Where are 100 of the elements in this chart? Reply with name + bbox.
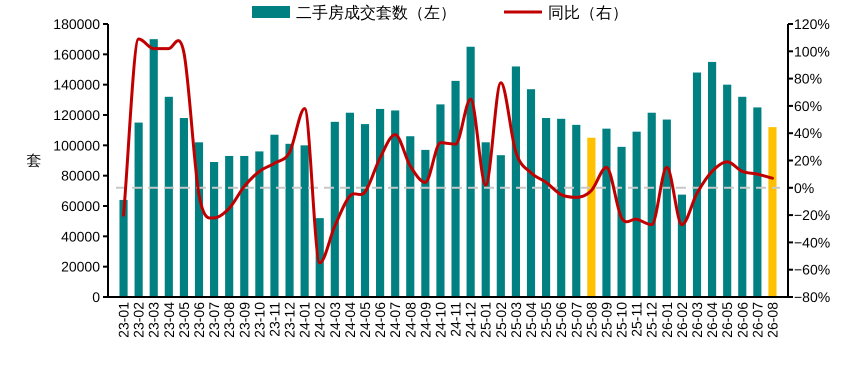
x-tick-label: 23-09 bbox=[236, 302, 252, 338]
bar bbox=[391, 110, 400, 297]
x-tick-label: 24-02 bbox=[312, 302, 328, 338]
y2-tick-label: 20% bbox=[794, 152, 822, 168]
x-tick-label: 24-04 bbox=[342, 302, 358, 338]
y-tick-label: 160000 bbox=[53, 46, 100, 62]
y2-tick-label: 100% bbox=[794, 43, 830, 60]
bar bbox=[542, 118, 550, 297]
y2-tick-label: −60% bbox=[794, 262, 830, 278]
x-tick-label: 25-12 bbox=[644, 302, 660, 338]
x-tick-label: 24-07 bbox=[387, 302, 404, 338]
x-tick-label: 23-12 bbox=[282, 302, 298, 338]
x-tick-label: 23-04 bbox=[160, 302, 177, 338]
bar bbox=[330, 122, 339, 297]
x-tick-label: 23-07 bbox=[206, 302, 222, 338]
x-tick-label: 24-03 bbox=[326, 302, 343, 338]
bar bbox=[692, 72, 702, 297]
bar bbox=[134, 122, 143, 297]
x-tick-label: 26-07 bbox=[749, 302, 766, 338]
bar bbox=[421, 150, 430, 297]
y-tick-label: 80000 bbox=[61, 168, 100, 184]
bar bbox=[512, 66, 520, 297]
x-tick-label: 25-09 bbox=[598, 302, 614, 338]
x-tick-label: 23-08 bbox=[221, 302, 238, 338]
y-tick-label: 140000 bbox=[53, 76, 100, 93]
x-tick-label: 25-01 bbox=[478, 302, 494, 338]
y2-tick-label: 40% bbox=[794, 125, 822, 142]
bar bbox=[436, 104, 445, 297]
bar bbox=[557, 118, 566, 297]
bar bbox=[572, 124, 580, 297]
bar bbox=[360, 124, 370, 297]
legend-label: 同比（右） bbox=[548, 4, 628, 22]
bar bbox=[346, 112, 354, 297]
bar bbox=[662, 120, 671, 297]
x-tick-label: 24-01 bbox=[296, 302, 313, 338]
y2-tick-label: 0% bbox=[794, 180, 814, 196]
bar bbox=[150, 39, 158, 297]
bar bbox=[768, 127, 777, 297]
bar bbox=[526, 89, 536, 297]
x-tick-label: 23-05 bbox=[176, 302, 192, 338]
x-tick-label: 25-08 bbox=[583, 302, 600, 338]
x-tick-label: 23-03 bbox=[146, 302, 162, 338]
x-tick-label: 25-10 bbox=[614, 302, 630, 338]
x-tick-label: 24-09 bbox=[417, 302, 434, 338]
y-tick-label: 0 bbox=[92, 289, 100, 305]
bar bbox=[406, 136, 414, 297]
bar bbox=[119, 200, 128, 297]
y2-tick-label: 80% bbox=[794, 70, 822, 87]
x-tick-label: 25-05 bbox=[538, 302, 554, 338]
x-tick-label: 25-06 bbox=[553, 302, 570, 338]
bar bbox=[496, 155, 505, 297]
x-tick-label: 25-04 bbox=[523, 302, 539, 338]
y-tick-label: 20000 bbox=[61, 258, 100, 275]
bar bbox=[482, 142, 490, 297]
y2-tick-label: −40% bbox=[794, 234, 830, 250]
y2-tick-label: 60% bbox=[794, 98, 822, 114]
bar bbox=[300, 145, 309, 297]
x-tick-label: 23-06 bbox=[191, 302, 207, 338]
y-tick-label: 100000 bbox=[53, 137, 100, 154]
bar bbox=[723, 84, 732, 297]
x-tick-label: 24-12 bbox=[462, 302, 479, 338]
y2-tick-label: 120% bbox=[794, 16, 830, 32]
x-tick-label: 24-10 bbox=[432, 302, 448, 338]
x-tick-label: 23-01 bbox=[116, 302, 132, 338]
bar bbox=[240, 156, 248, 297]
x-tick-label: 24-05 bbox=[357, 302, 373, 338]
bar bbox=[255, 151, 264, 297]
y-tick-label: 60000 bbox=[61, 198, 100, 214]
y2-tick-label: −20% bbox=[794, 207, 830, 224]
x-tick-label: 25-11 bbox=[628, 302, 645, 337]
x-tick-label: 25-03 bbox=[508, 302, 524, 338]
y-tick-label: 40000 bbox=[61, 228, 100, 244]
x-tick-label: 26-06 bbox=[734, 302, 750, 338]
bar bbox=[602, 128, 611, 297]
bar bbox=[587, 138, 596, 297]
bar bbox=[270, 134, 279, 297]
bar bbox=[451, 80, 460, 297]
bar bbox=[738, 96, 746, 297]
x-tick-label: 24-08 bbox=[402, 302, 418, 338]
x-tick-label: 25-02 bbox=[492, 302, 509, 338]
bar bbox=[617, 146, 626, 297]
bar bbox=[753, 107, 762, 297]
bar bbox=[285, 144, 294, 297]
bar bbox=[164, 96, 173, 297]
y-axis-title: 套 bbox=[26, 152, 42, 170]
y-tick-label: 120000 bbox=[53, 107, 100, 123]
bar bbox=[648, 112, 656, 297]
x-tick-label: 26-04 bbox=[704, 302, 720, 338]
x-tick-label: 24-06 bbox=[372, 302, 388, 338]
bar bbox=[466, 46, 475, 297]
bar bbox=[632, 132, 641, 297]
x-tick-label: 26-02 bbox=[674, 302, 690, 338]
legend-label: 二手房成交套数（左） bbox=[296, 4, 456, 22]
bar bbox=[210, 162, 218, 297]
x-tick-label: 24-11 bbox=[448, 302, 464, 337]
x-tick-label: 26-03 bbox=[689, 302, 705, 338]
y-tick-label: 180000 bbox=[53, 16, 100, 32]
bar bbox=[708, 62, 716, 297]
y2-tick-label: −80% bbox=[794, 289, 830, 305]
bar bbox=[376, 108, 384, 297]
